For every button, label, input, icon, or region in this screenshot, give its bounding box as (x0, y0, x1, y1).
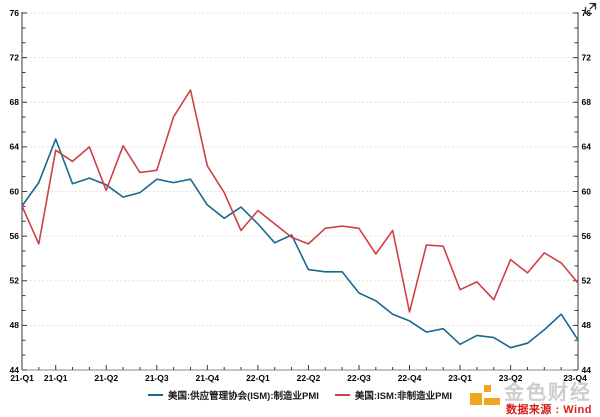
x-tick-label: 21-Q4 (196, 373, 220, 383)
y-tick-label-right: 52 (582, 276, 592, 286)
y-tick-label-left: 72 (10, 52, 20, 62)
y-tick-label-right: 64 (582, 142, 592, 152)
x-tick-label: 22-Q3 (347, 373, 371, 383)
x-tick-label: 22-Q1 (246, 373, 270, 383)
x-tick-label: 23-Q1 (448, 373, 472, 383)
y-tick-label-left: 48 (10, 320, 20, 330)
y-tick-label-left: 64 (10, 142, 20, 152)
y-tick-label-left: 52 (10, 276, 20, 286)
x-tick-label: 23-Q4 (563, 373, 587, 383)
x-tick-label: 21-Q1 (44, 373, 68, 383)
y-tick-label-left: 56 (10, 231, 20, 241)
x-tick-label: 22-Q4 (398, 373, 422, 383)
y-tick-label-right: 48 (582, 320, 592, 330)
y-tick-label-left: 44 (10, 365, 20, 375)
jinse-logo-icon (470, 383, 500, 409)
y-tick-label-right: 76 (582, 8, 592, 18)
x-axis-ticks-labels: 21-Q1 21-Q1 21-Q2 21-Q3 21-Q4 22-Q1 22-Q2 22-Q3… (10, 365, 587, 383)
y-axis-ticks-labels: 44 44 48 48 52 52 56 56 60 60 64 64 68 68 72 72 76 76 (10, 8, 592, 375)
series-line-manufacturing (21, 138, 579, 349)
y-tick-label-right: 56 (582, 231, 592, 241)
y-tick-label-left: 68 (10, 97, 20, 107)
x-tick-label: 21-Q1 (10, 373, 34, 383)
y-tick-label-right: 44 (582, 365, 592, 375)
data-source-label: 数据来源 : Wind (505, 404, 592, 416)
x-tick-label: 23-Q2 (499, 373, 523, 383)
watermark-brand-text: 金色财经 (504, 382, 592, 404)
series-line-nonmanufacturing (21, 89, 579, 313)
y-tick-label-right: 60 (582, 186, 592, 196)
y-gridlines (21, 12, 579, 326)
y-tick-label-left: 76 (10, 8, 20, 18)
x-tick-label: 22-Q2 (297, 373, 321, 383)
y-tick-label-right: 68 (582, 97, 592, 107)
jinse-watermark: 金色财经 数据来源 : Wind (470, 383, 592, 416)
x-tick-label: 21-Q3 (145, 373, 169, 383)
expand-icon[interactable] (584, 2, 597, 15)
y-tick-label-right: 72 (582, 52, 592, 62)
x-tick-label: 21-Q2 (94, 373, 118, 383)
y-tick-label-left: 60 (10, 186, 20, 196)
